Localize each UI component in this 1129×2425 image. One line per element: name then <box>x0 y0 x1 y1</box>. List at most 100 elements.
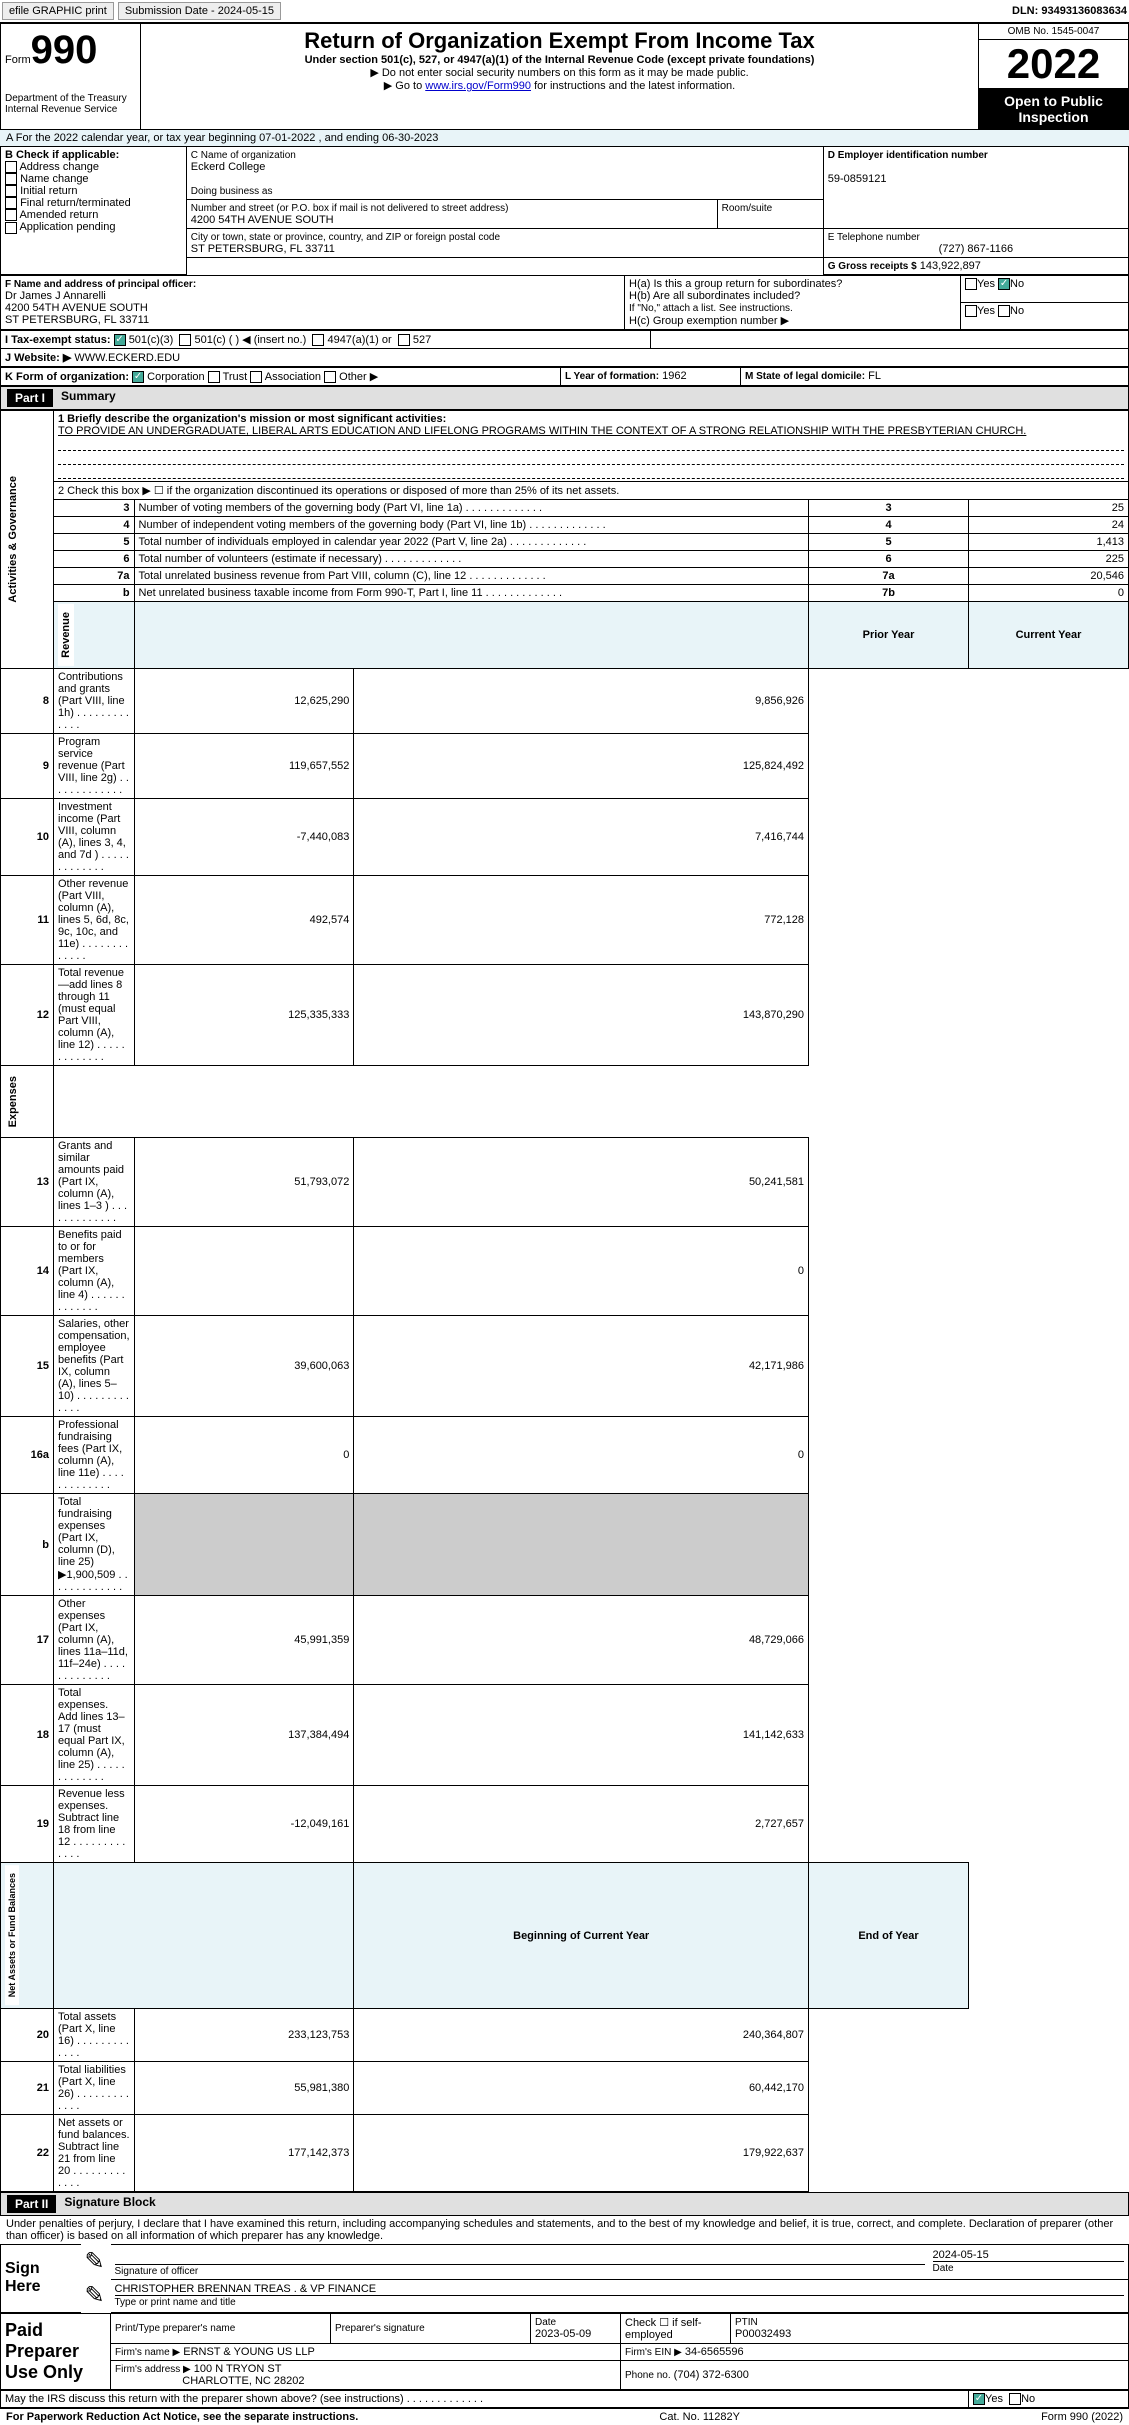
note-ssn: ▶ Do not enter social security numbers o… <box>145 66 974 79</box>
part2-header: Part IISignature Block <box>0 2192 1129 2216</box>
irs-label: Internal Revenue Service <box>5 104 136 115</box>
print-name-lbl: Type or print name and title <box>115 2297 236 2308</box>
box-c-name-lbl: C Name of organization <box>191 150 296 161</box>
firm-phone: (704) 372-6300 <box>674 2369 749 2381</box>
discuss-row: May the IRS discuss this return with the… <box>0 2390 1129 2408</box>
officer-city: ST PETERSBURG, FL 33711 <box>5 314 149 326</box>
officer-name: Dr James J Annarelli <box>5 290 106 302</box>
header-boxes: B Check if applicable: Address change Na… <box>0 146 1129 275</box>
cat-no: Cat. No. 11282Y <box>659 2411 740 2423</box>
self-employed-check[interactable]: Check ☐ if self-employed <box>621 2313 731 2343</box>
paperwork-notice: For Paperwork Reduction Act Notice, see … <box>6 2411 358 2423</box>
cb-other[interactable] <box>324 371 336 383</box>
officer-addr: 4200 54TH AVENUE SOUTH <box>5 302 148 314</box>
side-activities: Activities & Governance <box>5 468 21 611</box>
firm-addr1: 100 N TRYON ST <box>194 2363 282 2375</box>
cb-corp[interactable]: ✓ <box>132 371 144 383</box>
sign-date: 2024-05-15 <box>933 2249 989 2261</box>
ha-yes[interactable] <box>965 278 977 290</box>
form-title: Return of Organization Exempt From Incom… <box>145 28 974 54</box>
toolbar: efile GRAPHIC print Submission Date - 20… <box>0 0 1129 23</box>
website: WWW.ECKERD.EDU <box>74 352 180 364</box>
officer-print-name: CHRISTOPHER BRENNAN TREAS . & VP FINANCE <box>115 2283 377 2295</box>
discuss-text: May the IRS discuss this return with the… <box>5 2393 483 2405</box>
hb-no[interactable] <box>998 305 1010 317</box>
part1-header: Part ISummary <box>0 386 1129 410</box>
omb-number: OMB No. 1545-0047 <box>979 24 1128 40</box>
h-a: H(a) Is this a group return for subordin… <box>629 278 842 290</box>
discuss-yes[interactable]: ✓ <box>973 2393 985 2405</box>
firm-name: ERNST & YOUNG US LLP <box>183 2346 315 2358</box>
irs-link[interactable]: www.irs.gov/Form990 <box>425 80 531 92</box>
gross-receipts: 143,922,897 <box>920 260 981 272</box>
line1-lbl: 1 Briefly describe the organization's mi… <box>58 413 446 425</box>
form-number: 990 <box>31 28 98 72</box>
box-b-hdr: B Check if applicable: <box>5 149 119 161</box>
hb-yes[interactable] <box>965 305 977 317</box>
h-note: If "No," attach a list. See instructions… <box>629 303 793 314</box>
box-f-lbl: F Name and address of principal officer: <box>5 279 196 290</box>
col-prior: Prior Year <box>809 602 969 669</box>
paid-preparer-block: Paid Preparer Use Only Print/Type prepar… <box>0 2313 1129 2390</box>
mission-text: TO PROVIDE AN UNDERGRADUATE, LIBERAL ART… <box>58 425 1026 437</box>
prep-date: 2023-05-09 <box>535 2328 591 2340</box>
firm-ein: 34-6565596 <box>685 2346 744 2358</box>
ein: 59-0859121 <box>828 173 887 185</box>
addr-lbl: Number and street (or P.O. box if mail i… <box>191 203 509 214</box>
state-domicile: FL <box>868 370 881 382</box>
cb-4947[interactable] <box>312 334 324 346</box>
open-inspection: Open to Public Inspection <box>979 89 1128 129</box>
efile-button[interactable]: efile GRAPHIC print <box>2 2 114 20</box>
paid-preparer-label: Paid Preparer Use Only <box>1 2313 111 2389</box>
box-j-lbl: J Website: ▶ <box>5 352 71 364</box>
room-lbl: Room/suite <box>722 203 773 214</box>
city-state-zip: ST PETERSBURG, FL 33711 <box>191 243 335 255</box>
cb-initial-return[interactable] <box>5 185 17 197</box>
cb-527[interactable] <box>398 334 410 346</box>
boxes-f-h: F Name and address of principal officer:… <box>0 275 1129 330</box>
cb-501c3[interactable]: ✓ <box>114 334 126 346</box>
form-ref: Form 990 (2022) <box>1041 2411 1123 2423</box>
side-expenses: Expenses <box>5 1068 21 1135</box>
line2: 2 Check this box ▶ ☐ if the organization… <box>54 482 1129 500</box>
cb-pending[interactable] <box>5 222 17 234</box>
pen-icon-2: ✎ <box>81 2279 111 2312</box>
page-footer: For Paperwork Reduction Act Notice, see … <box>0 2408 1129 2425</box>
telephone: (727) 867-1166 <box>828 243 1124 255</box>
ha-no[interactable]: ✓ <box>998 278 1010 290</box>
submission-date: Submission Date - 2024-05-15 <box>118 2 281 20</box>
cb-trust[interactable] <box>208 371 220 383</box>
ptin: P00032493 <box>735 2328 791 2340</box>
discuss-no[interactable] <box>1009 2393 1021 2405</box>
sign-here-block: Sign Here ✎ Signature of officer 2024-05… <box>0 2244 1129 2313</box>
h-c: H(c) Group exemption number ▶ <box>629 315 789 327</box>
side-netassets: Net Assets or Fund Balances <box>5 1865 19 2005</box>
h-b: H(b) Are all subordinates included? <box>629 290 800 302</box>
cb-final-return[interactable] <box>5 197 17 209</box>
col-end: End of Year <box>809 1863 969 2008</box>
cb-address-change[interactable] <box>5 161 17 173</box>
col-beginning: Beginning of Current Year <box>354 1863 809 2008</box>
street-address: 4200 54TH AVENUE SOUTH <box>191 214 334 226</box>
dept-treasury: Department of the Treasury <box>5 93 136 104</box>
city-lbl: City or town, state or province, country… <box>191 232 500 243</box>
note-goto: ▶ Go to www.irs.gov/Form990 for instruct… <box>145 79 974 92</box>
boxes-i-j: I Tax-exempt status: ✓ 501(c)(3) 501(c) … <box>0 330 1129 367</box>
pen-icon: ✎ <box>81 2244 111 2279</box>
cb-assoc[interactable] <box>250 371 262 383</box>
box-d-lbl: D Employer identification number <box>828 150 988 161</box>
dln: DLN: 93493136083634 <box>1012 5 1127 17</box>
year-formation: 1962 <box>662 370 686 382</box>
box-k-lbl: K Form of organization: <box>5 371 129 383</box>
cb-501c[interactable] <box>179 334 191 346</box>
tax-year: 2022 <box>979 40 1128 89</box>
org-name: Eckerd College <box>191 161 266 173</box>
part1-table: Activities & Governance 1 Briefly descri… <box>0 410 1129 2191</box>
form-word: Form <box>5 54 31 66</box>
cb-amended[interactable] <box>5 209 17 221</box>
side-revenue: Revenue <box>58 604 74 666</box>
cb-name-change[interactable] <box>5 173 17 185</box>
box-i-lbl: I Tax-exempt status: <box>5 334 111 346</box>
sig-officer-lbl: Signature of officer <box>115 2266 199 2277</box>
boxes-k-l-m: K Form of organization: ✓ Corporation Tr… <box>0 367 1129 386</box>
